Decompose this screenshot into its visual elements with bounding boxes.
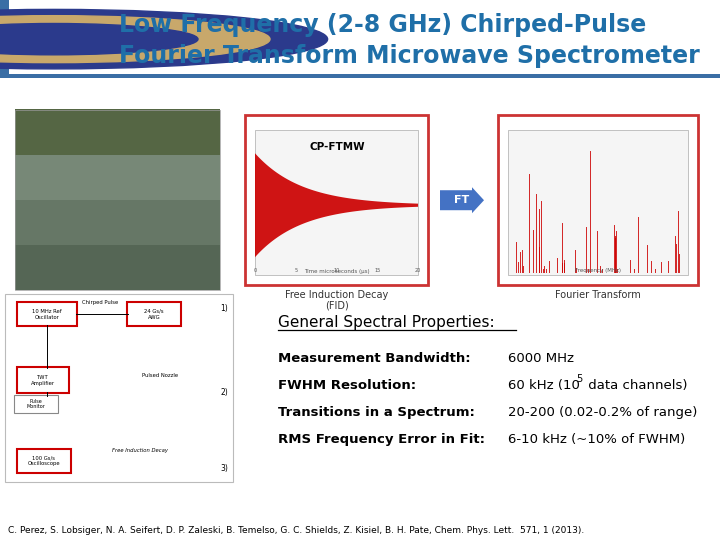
FancyBboxPatch shape — [17, 367, 69, 393]
Circle shape — [0, 23, 198, 55]
Text: 1): 1) — [220, 303, 228, 313]
FancyBboxPatch shape — [15, 244, 220, 290]
Text: Frequency (MHz): Frequency (MHz) — [575, 268, 621, 273]
Text: 20-200 (0.02-0.2% of range): 20-200 (0.02-0.2% of range) — [508, 406, 698, 419]
Circle shape — [0, 9, 328, 69]
FancyBboxPatch shape — [15, 199, 220, 245]
Text: Measurement Bandwidth:: Measurement Bandwidth: — [278, 352, 471, 365]
FancyBboxPatch shape — [14, 395, 58, 413]
Text: 60 kHz (10: 60 kHz (10 — [508, 379, 580, 392]
FancyBboxPatch shape — [15, 154, 220, 200]
FancyBboxPatch shape — [508, 130, 688, 275]
FancyBboxPatch shape — [15, 109, 220, 156]
Text: 6-10 kHz (~10% of FWHM): 6-10 kHz (~10% of FWHM) — [508, 433, 685, 446]
Text: 0: 0 — [253, 268, 256, 273]
Text: Pulse
Monitor: Pulse Monitor — [27, 399, 45, 409]
Text: 5: 5 — [576, 374, 582, 384]
Text: TWT
Amplifier: TWT Amplifier — [31, 375, 55, 386]
Text: FT: FT — [454, 195, 469, 205]
FancyBboxPatch shape — [0, 75, 720, 78]
Text: 2): 2) — [220, 388, 228, 396]
Text: data channels): data channels) — [584, 379, 688, 392]
Text: 10 MHz Ref
Oscillator: 10 MHz Ref Oscillator — [32, 309, 62, 320]
Text: Free Induction Decay: Free Induction Decay — [285, 290, 389, 300]
Text: 6000 MHz: 6000 MHz — [508, 352, 574, 365]
FancyBboxPatch shape — [245, 115, 428, 285]
Text: General Spectral Properties:: General Spectral Properties: — [278, 315, 495, 329]
Text: 20: 20 — [415, 268, 421, 273]
Text: Free Induction Decay: Free Induction Decay — [112, 448, 168, 453]
Text: Transitions in a Spectrum:: Transitions in a Spectrum: — [278, 406, 475, 419]
FancyBboxPatch shape — [127, 302, 181, 326]
FancyBboxPatch shape — [17, 449, 71, 473]
Text: 3): 3) — [220, 463, 228, 472]
Text: 15: 15 — [374, 268, 380, 273]
FancyBboxPatch shape — [0, 0, 9, 78]
Text: 10: 10 — [333, 268, 340, 273]
Text: (FID): (FID) — [325, 300, 349, 310]
Text: FWHM Resolution:: FWHM Resolution: — [278, 379, 416, 392]
Text: Fourier Transform Microwave Spectrometer: Fourier Transform Microwave Spectrometer — [119, 44, 700, 69]
Polygon shape — [255, 153, 418, 257]
Text: Fourier Transform: Fourier Transform — [555, 290, 641, 300]
Text: Pulsed Nozzle: Pulsed Nozzle — [142, 373, 178, 377]
Text: Time microseconds (μs): Time microseconds (μs) — [304, 269, 370, 274]
FancyBboxPatch shape — [498, 115, 698, 285]
FancyArrow shape — [440, 187, 484, 213]
Text: CP-FTMW: CP-FTMW — [309, 142, 365, 152]
Text: Low Frequency (2-8 GHz) Chirped-Pulse: Low Frequency (2-8 GHz) Chirped-Pulse — [119, 13, 646, 37]
Text: C. Perez, S. Lobsiger, N. A. Seifert, D. P. Zaleski, B. Temelso, G. C. Shields, : C. Perez, S. Lobsiger, N. A. Seifert, D.… — [8, 525, 584, 535]
FancyBboxPatch shape — [255, 130, 418, 275]
Circle shape — [0, 16, 270, 63]
Text: RMS Frequency Error in Fit:: RMS Frequency Error in Fit: — [278, 433, 485, 446]
Text: Chirped Pulse: Chirped Pulse — [82, 300, 118, 305]
FancyBboxPatch shape — [5, 294, 233, 482]
Text: 5: 5 — [294, 268, 297, 273]
FancyBboxPatch shape — [17, 302, 77, 326]
Text: 24 Gs/s
AWG: 24 Gs/s AWG — [144, 309, 164, 320]
Text: 100 Gs/s
Oscilloscope: 100 Gs/s Oscilloscope — [27, 456, 60, 467]
